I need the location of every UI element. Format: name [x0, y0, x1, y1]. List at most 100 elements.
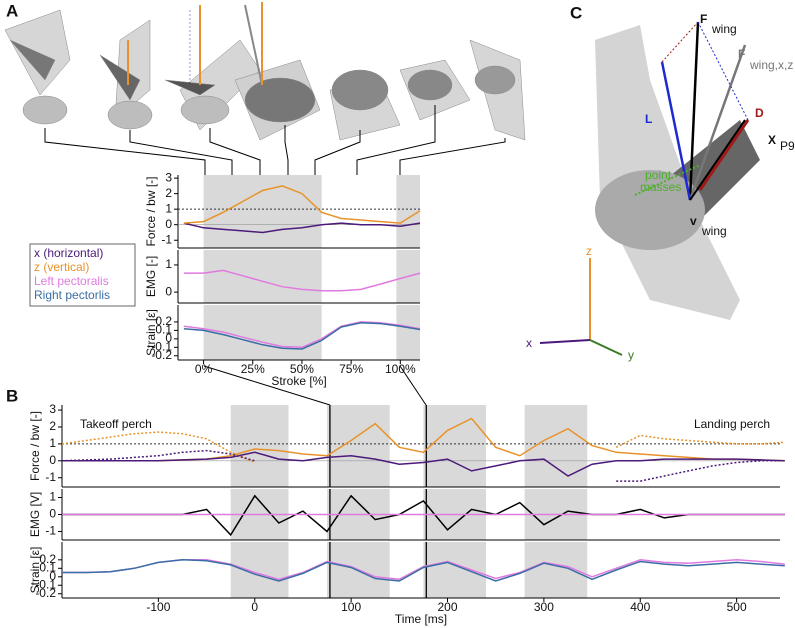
x-tick-label: 200 [437, 600, 457, 614]
series-line [183, 269, 421, 292]
series-line [183, 222, 421, 234]
bird-body [244, 77, 316, 123]
x-tick-label: -100 [146, 600, 170, 614]
legend-entry: x (horizontal) [34, 246, 103, 260]
y-tick-label: 0 [49, 569, 56, 583]
axis-label: x [526, 336, 532, 350]
wing-shape [114, 19, 151, 121]
x-tick-label: 400 [630, 600, 650, 614]
y-tick-label: 0 [165, 217, 172, 231]
y-tick-label: 2 [165, 186, 172, 200]
panel-c-illustration: F wing F wing,x,z L D X P9 v wing point … [526, 12, 795, 362]
bird-sketches [4, 2, 526, 141]
legend-box [29, 243, 136, 307]
y-axis-label: Strain [ε] [28, 547, 42, 594]
series-line [62, 494, 785, 537]
y-axis-label: Strain [ε] [144, 309, 158, 356]
panel-label: C [570, 3, 582, 22]
shaded-band [396, 175, 420, 248]
shaded-band [423, 542, 487, 598]
x-tick-label: 75% [339, 362, 363, 376]
vector [688, 44, 747, 201]
shaded-band [230, 542, 289, 598]
vector-label: L [645, 112, 652, 126]
legend-entry: Left pectoralis [34, 274, 109, 288]
x-tick-label: 50% [290, 362, 314, 376]
vector-label: wing [701, 224, 727, 238]
series-line [183, 322, 421, 350]
connector [399, 365, 427, 406]
vector-label: X [768, 133, 776, 147]
y-axis-label: Force / bw [-] [28, 411, 42, 481]
connector [44, 128, 206, 175]
connector [203, 365, 331, 406]
y-tick-label: 1 [165, 201, 172, 215]
legend-entry: z (vertical) [34, 260, 89, 274]
y-axis-label: EMG [V] [28, 492, 42, 537]
bird-body [474, 65, 516, 95]
series-line [61, 449, 785, 482]
vector-label: P9 [780, 139, 795, 153]
y-tick-label: 1 [49, 436, 56, 450]
axis-arrow [589, 339, 623, 356]
shaded-band [396, 305, 420, 360]
panel-label: A [6, 1, 18, 20]
y-tick-label: -1 [45, 524, 56, 538]
bird-body [107, 100, 153, 130]
y-tick-label: 0.1 [39, 560, 56, 574]
x-tick-label: 0% [195, 362, 213, 376]
legend-entry: Right pectorlis [34, 288, 110, 302]
wing-shape [9, 39, 56, 81]
vector [688, 21, 700, 201]
y-tick-label: -1 [161, 232, 172, 246]
axis-label: y [628, 348, 634, 362]
force-arrow [244, 4, 263, 86]
y-tick-label: -0.2 [35, 586, 56, 600]
x-tick-label: 300 [534, 600, 554, 614]
panel-label: B [6, 386, 18, 405]
annotation: Takeoff perch [80, 417, 152, 431]
connector [314, 130, 361, 175]
y-axis-label: EMG [-] [144, 256, 158, 297]
y-tick-label: 0 [49, 453, 56, 467]
bird-body [595, 170, 705, 250]
y-tick-label: 1 [165, 257, 172, 271]
y-tick-label: 0 [165, 284, 172, 298]
connectors [44, 105, 506, 406]
vector-label: D [755, 106, 764, 120]
axis-arrow [539, 339, 591, 344]
vector-label: wing,x,z [749, 58, 793, 72]
vector-label: wing [711, 22, 737, 36]
y-tick-label: 0.2 [39, 552, 56, 566]
annotation: masses [640, 180, 681, 194]
vector [698, 119, 750, 191]
connector [399, 138, 506, 175]
y-tick-label: 3 [165, 170, 172, 184]
y-tick-label: 3 [49, 402, 56, 416]
shaded-band [230, 405, 289, 487]
y-tick-label: -0.2 [151, 348, 172, 362]
bird-body [407, 69, 453, 101]
x-tick-label: 0 [251, 600, 258, 614]
y-tick-label: 0 [49, 507, 56, 521]
y-tick-label: 0 [165, 331, 172, 345]
y-tick-label: 1 [49, 490, 56, 504]
connector [129, 130, 233, 175]
connector [209, 128, 261, 175]
axis-label: z [586, 244, 592, 258]
legend: x (horizontal)z (vertical)Left pectorali… [29, 243, 136, 307]
series-line [62, 451, 785, 477]
x-axis-label: Time [ms] [395, 612, 447, 626]
series-line [183, 185, 421, 224]
shaded-band [203, 175, 322, 248]
bird-body [22, 95, 68, 125]
y-tick-label: 2 [49, 419, 56, 433]
connector [356, 105, 436, 175]
y-tick-label: 0.2 [155, 314, 172, 328]
shaded-band [327, 405, 390, 487]
x-tick-label: 500 [727, 600, 747, 614]
y-axis-label: Force / bw [-] [144, 176, 158, 246]
vector-guide [661, 21, 699, 63]
x-tick-label: 100 [341, 600, 361, 614]
